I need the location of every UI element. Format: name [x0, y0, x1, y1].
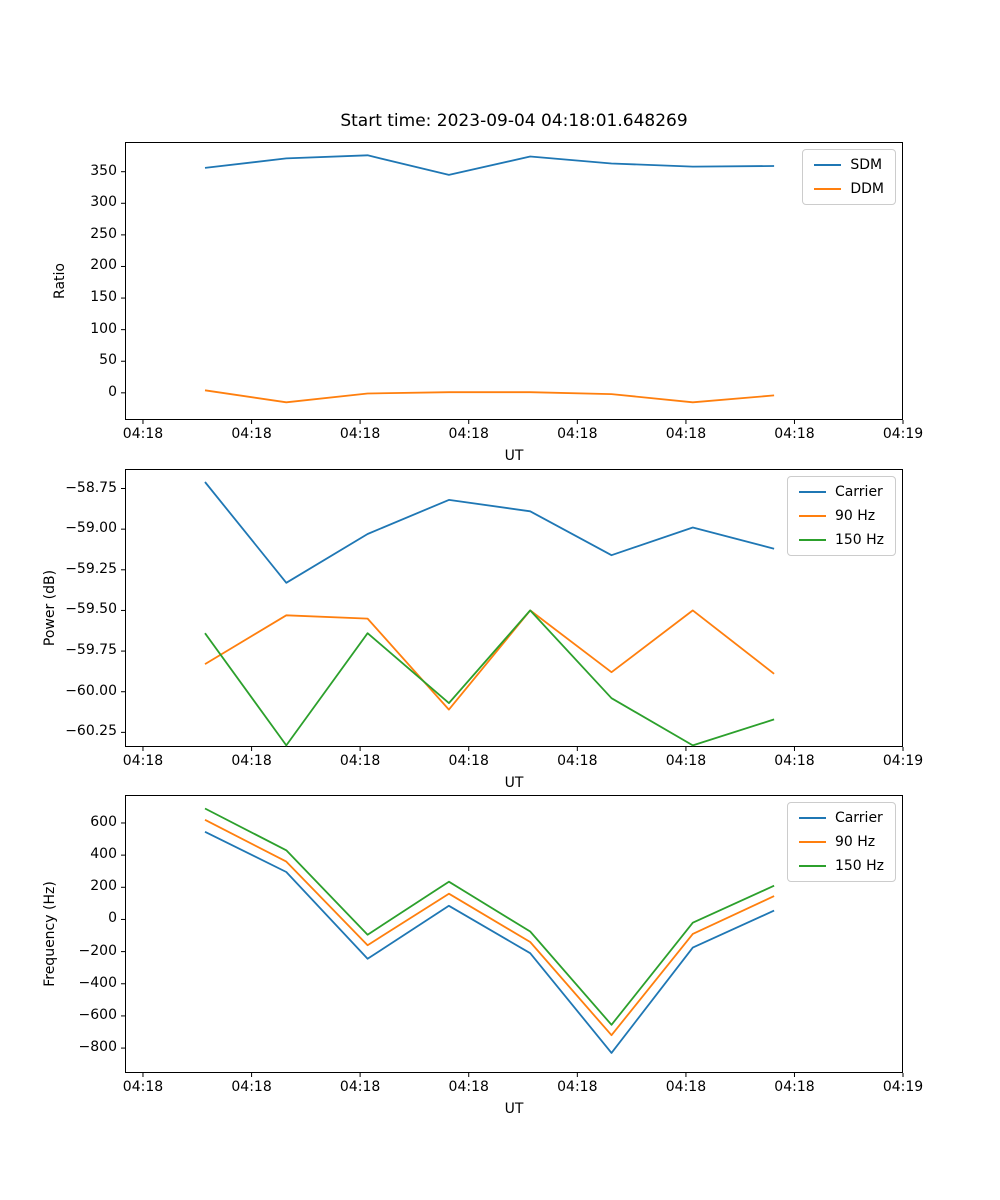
- legend-label: 150 Hz: [834, 532, 884, 549]
- y-tick-label: −59.50: [65, 601, 117, 618]
- subplot-frequency: Frequency (Hz) −800 −600 −400 −200 0 200 400 60…: [0, 795, 1000, 1117]
- x-tick-label: 04:18: [231, 753, 272, 769]
- legend-label: 150 Hz: [834, 858, 884, 875]
- y-tick-label: 0: [108, 383, 117, 400]
- x-tick-label: 04:18: [557, 753, 598, 769]
- series-line-carrier: [204, 830, 775, 1054]
- x-tick-label: 04:18: [339, 1079, 381, 1095]
- legend-line-swatch: [798, 817, 826, 820]
- x-tick-label: 04:18: [665, 426, 707, 442]
- legend-label: DDM: [850, 181, 884, 198]
- y-tick-label: −59.00: [65, 520, 117, 537]
- x-tick-label: 04:18: [557, 1079, 598, 1095]
- legend: Carrier 90 Hz 150 Hz: [786, 802, 896, 883]
- legend-entry: 150 Hz: [798, 532, 884, 549]
- series-line-sdm: [204, 154, 775, 176]
- series-line-90-hz: [204, 609, 775, 711]
- axes-frame: [125, 142, 903, 420]
- y-tick-label: 350: [90, 162, 117, 179]
- x-tick-label: 04:19: [882, 1079, 924, 1095]
- legend-label: Carrier: [834, 484, 883, 500]
- plot-area: [121, 469, 904, 751]
- y-tick-label: −400: [78, 974, 117, 991]
- series-line-carrier: [204, 481, 775, 584]
- legend-line-swatch: [798, 539, 826, 542]
- legend-entry: 150 Hz: [798, 858, 884, 875]
- subplot-power: Power (dB) −58.75 −59.00 −59.25 −59.50 −59.7…: [0, 469, 1000, 791]
- x-tick-label: 04:18: [774, 426, 815, 442]
- y-tick-label: 600: [90, 813, 117, 830]
- x-tick-label: 04:18: [339, 426, 381, 442]
- legend-line-swatch: [798, 841, 826, 844]
- x-tick-label: 04:18: [339, 753, 381, 769]
- x-tick-label: 04:18: [122, 753, 164, 769]
- legend-line-swatch: [798, 491, 826, 494]
- subplot-ratio: Ratio 0 50 100 150 200 250 300 350 04:18 04:18 04…: [0, 142, 1000, 464]
- legend-label: Carrier: [834, 810, 883, 826]
- y-tick-label: −59.25: [65, 560, 117, 577]
- legend-label: 90 Hz: [834, 508, 876, 525]
- legend-label: SDM: [850, 157, 883, 173]
- y-tick-label: 100: [90, 320, 117, 337]
- y-tick-label: −800: [78, 1039, 117, 1056]
- legend-entry: Carrier: [798, 484, 884, 500]
- legend-line-swatch: [814, 164, 842, 167]
- y-tick-label: 400: [90, 846, 117, 863]
- plot-area: [121, 142, 904, 424]
- figure-title: Start time: 2023-09-04 04:18:01.648269: [340, 111, 688, 131]
- y-tick-label: −60.00: [65, 682, 117, 699]
- x-axis-label: UT: [504, 775, 524, 791]
- x-tick-label: 04:18: [665, 753, 707, 769]
- series-line-150-hz: [204, 807, 775, 1026]
- series-line-ddm: [204, 389, 775, 404]
- x-tick-label: 04:18: [448, 753, 489, 769]
- y-tick-label: 300: [90, 194, 117, 211]
- legend-line-swatch: [798, 865, 826, 868]
- plot-area: [121, 795, 904, 1077]
- x-tick-label: 04:18: [231, 1079, 272, 1095]
- y-tick-label: −60.25: [65, 723, 117, 740]
- y-tick-label: 150: [90, 289, 117, 306]
- x-tick-label: 04:18: [557, 426, 598, 442]
- x-tick-label: 04:18: [231, 426, 272, 442]
- y-tick-label: 50: [99, 352, 117, 369]
- y-tick-label: 250: [90, 225, 117, 242]
- x-axis-label: UT: [504, 1101, 524, 1117]
- legend-entry: 90 Hz: [798, 834, 884, 851]
- series-line-90-hz: [204, 818, 775, 1037]
- legend-label: 90 Hz: [834, 834, 876, 851]
- x-tick-label: 04:18: [448, 426, 489, 442]
- y-tick-label: 200: [90, 878, 117, 895]
- y-tick-label: 200: [90, 257, 117, 274]
- x-tick-label: 04:19: [882, 753, 924, 769]
- y-tick-label: −600: [78, 1006, 117, 1023]
- x-tick-label: 04:18: [122, 426, 164, 442]
- y-tick-label: −58.75: [65, 479, 117, 496]
- x-tick-label: 04:18: [774, 1079, 815, 1095]
- x-tick-label: 04:18: [122, 1079, 164, 1095]
- x-tick-label: 04:18: [665, 1079, 707, 1095]
- y-axis-label: Frequency (Hz): [42, 881, 58, 987]
- x-tick-label: 04:18: [774, 753, 815, 769]
- legend-line-swatch: [798, 515, 826, 518]
- x-tick-label: 04:18: [448, 1079, 489, 1095]
- y-tick-label: −200: [78, 942, 117, 959]
- axes-frame: [125, 469, 903, 747]
- axes-frame: [125, 795, 903, 1073]
- y-tick-label: −59.75: [65, 642, 117, 659]
- legend: SDM DDM: [802, 149, 896, 206]
- x-axis-label: UT: [504, 448, 524, 464]
- legend-entry: DDM: [814, 181, 884, 197]
- legend-entry: SDM: [814, 157, 884, 173]
- legend: Carrier 90 Hz 150 Hz: [786, 476, 896, 557]
- legend-entry: Carrier: [798, 810, 884, 826]
- x-tick-label: 04:19: [882, 426, 924, 442]
- legend-line-swatch: [814, 188, 842, 191]
- legend-entry: 90 Hz: [798, 508, 884, 525]
- y-tick-label: 0: [108, 910, 117, 927]
- series-line-150-hz: [204, 609, 775, 747]
